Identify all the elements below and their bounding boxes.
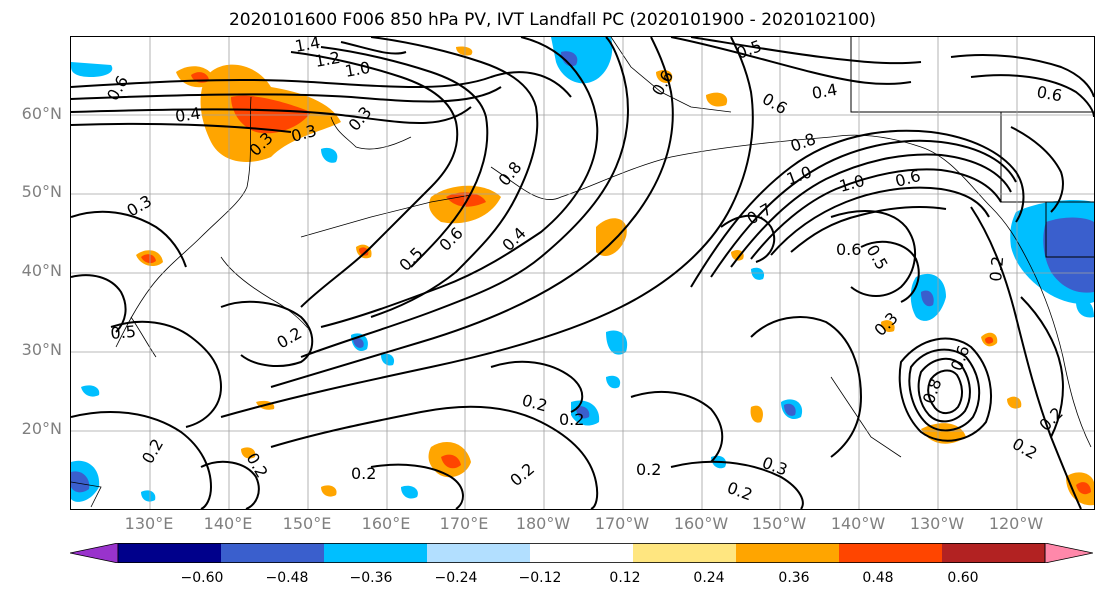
contour-label: 0.6 [836, 240, 861, 259]
colorbar-segment [530, 543, 634, 563]
lon-label-140w: 140°W [830, 514, 886, 533]
colorbar-tick: 0.48 [862, 570, 894, 586]
contour-label: 0.3 [760, 453, 790, 480]
lon-label-170w: 170°W [594, 514, 650, 533]
lon-label-160e: 160°E [361, 514, 411, 533]
contour-label: 0.3 [870, 308, 901, 339]
colorbar-tick: 0.24 [693, 570, 725, 586]
colorbar-segment [118, 543, 222, 563]
contour-label: 0.6 [435, 223, 466, 254]
map-canvas: 1.4 1.2 1.0 0.6 0.4 0.3 0.3 0.3 0.5 0.6 … [71, 37, 1094, 509]
contour-label: 0.6 [947, 343, 974, 373]
contour-label: 0.2 [506, 459, 538, 490]
contour-label: 0.6 [1035, 82, 1063, 105]
colorbar-outline [117, 543, 1046, 563]
lat-label-50n: 50°N [21, 182, 62, 201]
contour-label: 0.3 [345, 103, 376, 135]
contour-label: 0.2 [138, 435, 167, 467]
contour-label: 1.4 [293, 37, 321, 56]
contour-label: 0.4 [498, 223, 529, 254]
colorbar-tick: −0.12 [518, 570, 562, 586]
lon-label-120w: 120°W [988, 514, 1044, 533]
lat-label-40n: 40°N [21, 261, 62, 280]
colorbar-segment [839, 543, 943, 563]
contour-label: 1.0 [343, 58, 371, 81]
contour-label: 0.2 [559, 410, 584, 429]
lon-label-130e: 130°E [124, 514, 174, 533]
contour-label: 0.4 [174, 104, 202, 126]
lon-label-130w: 130°W [909, 514, 965, 533]
lat-label-30n: 30°N [21, 340, 62, 359]
colorbar-segment [736, 543, 840, 563]
contour-label: 0.2 [520, 391, 550, 416]
contour-label: 0.8 [919, 376, 946, 406]
contour-label: 0.2 [636, 460, 661, 479]
contour-label: 0.2 [351, 464, 376, 483]
colorbar-segment [942, 543, 1046, 563]
contour-label: 0.6 [759, 89, 791, 118]
map-panel: 1.4 1.2 1.0 0.6 0.4 0.3 0.3 0.3 0.5 0.6 … [70, 36, 1095, 510]
colorbar-segment [324, 543, 428, 563]
lat-label-20n: 20°N [21, 419, 62, 438]
lon-label-180w: 180°W [515, 514, 571, 533]
map-title: 2020101600 F006 850 hPa PV, IVT Landfall… [228, 10, 876, 30]
colorbar-tick: −0.48 [265, 570, 309, 586]
colorbar-tick: 0.60 [947, 570, 979, 586]
colorbar-segment [633, 543, 737, 563]
colorbar-segment [221, 543, 325, 563]
colorbar-extend-max [1044, 542, 1094, 564]
pv-contours [71, 37, 1094, 509]
contour-label: 0.2 [1009, 434, 1041, 463]
colorbar-segment [427, 543, 531, 563]
contour-label: 0.6 [103, 72, 132, 104]
lon-label-150w: 150°W [751, 514, 807, 533]
coastlines [71, 37, 1092, 508]
contour-label: 0.4 [810, 80, 838, 103]
lon-label-170e: 170°E [439, 514, 489, 533]
colorbar-tick: −0.24 [434, 570, 478, 586]
colorbar-svg [69, 542, 1094, 564]
graticule [71, 37, 1094, 509]
colorbar-extend-min [69, 542, 119, 564]
contour-label: 0.2 [274, 323, 306, 352]
contour-label: 0.2 [986, 255, 1007, 282]
contour-label: 0.6 [648, 67, 677, 99]
lon-label-160w: 160°W [673, 514, 729, 533]
colorbar-tick: −0.60 [180, 570, 224, 586]
contour-label: 1.0 [837, 171, 867, 196]
contour-label: 0.5 [395, 243, 426, 274]
contour-label: 1.0 [784, 162, 814, 189]
colorbar-tick: 0.12 [609, 570, 641, 586]
lon-label-150e: 150°E [282, 514, 332, 533]
pv-shading [71, 37, 1094, 506]
colorbar-tick: 0.36 [778, 570, 810, 586]
colorbar-tick: −0.36 [349, 570, 393, 586]
contour-label: 0.2 [725, 478, 755, 505]
colorbar-segments [69, 542, 1094, 564]
colorbar [69, 542, 1094, 564]
contour-label: 0.5 [863, 242, 892, 274]
contour-label: 0.5 [110, 322, 137, 343]
lon-label-140e: 140°E [203, 514, 253, 533]
lat-label-60n: 60°N [21, 104, 62, 123]
contour-label: 1.2 [313, 48, 341, 71]
